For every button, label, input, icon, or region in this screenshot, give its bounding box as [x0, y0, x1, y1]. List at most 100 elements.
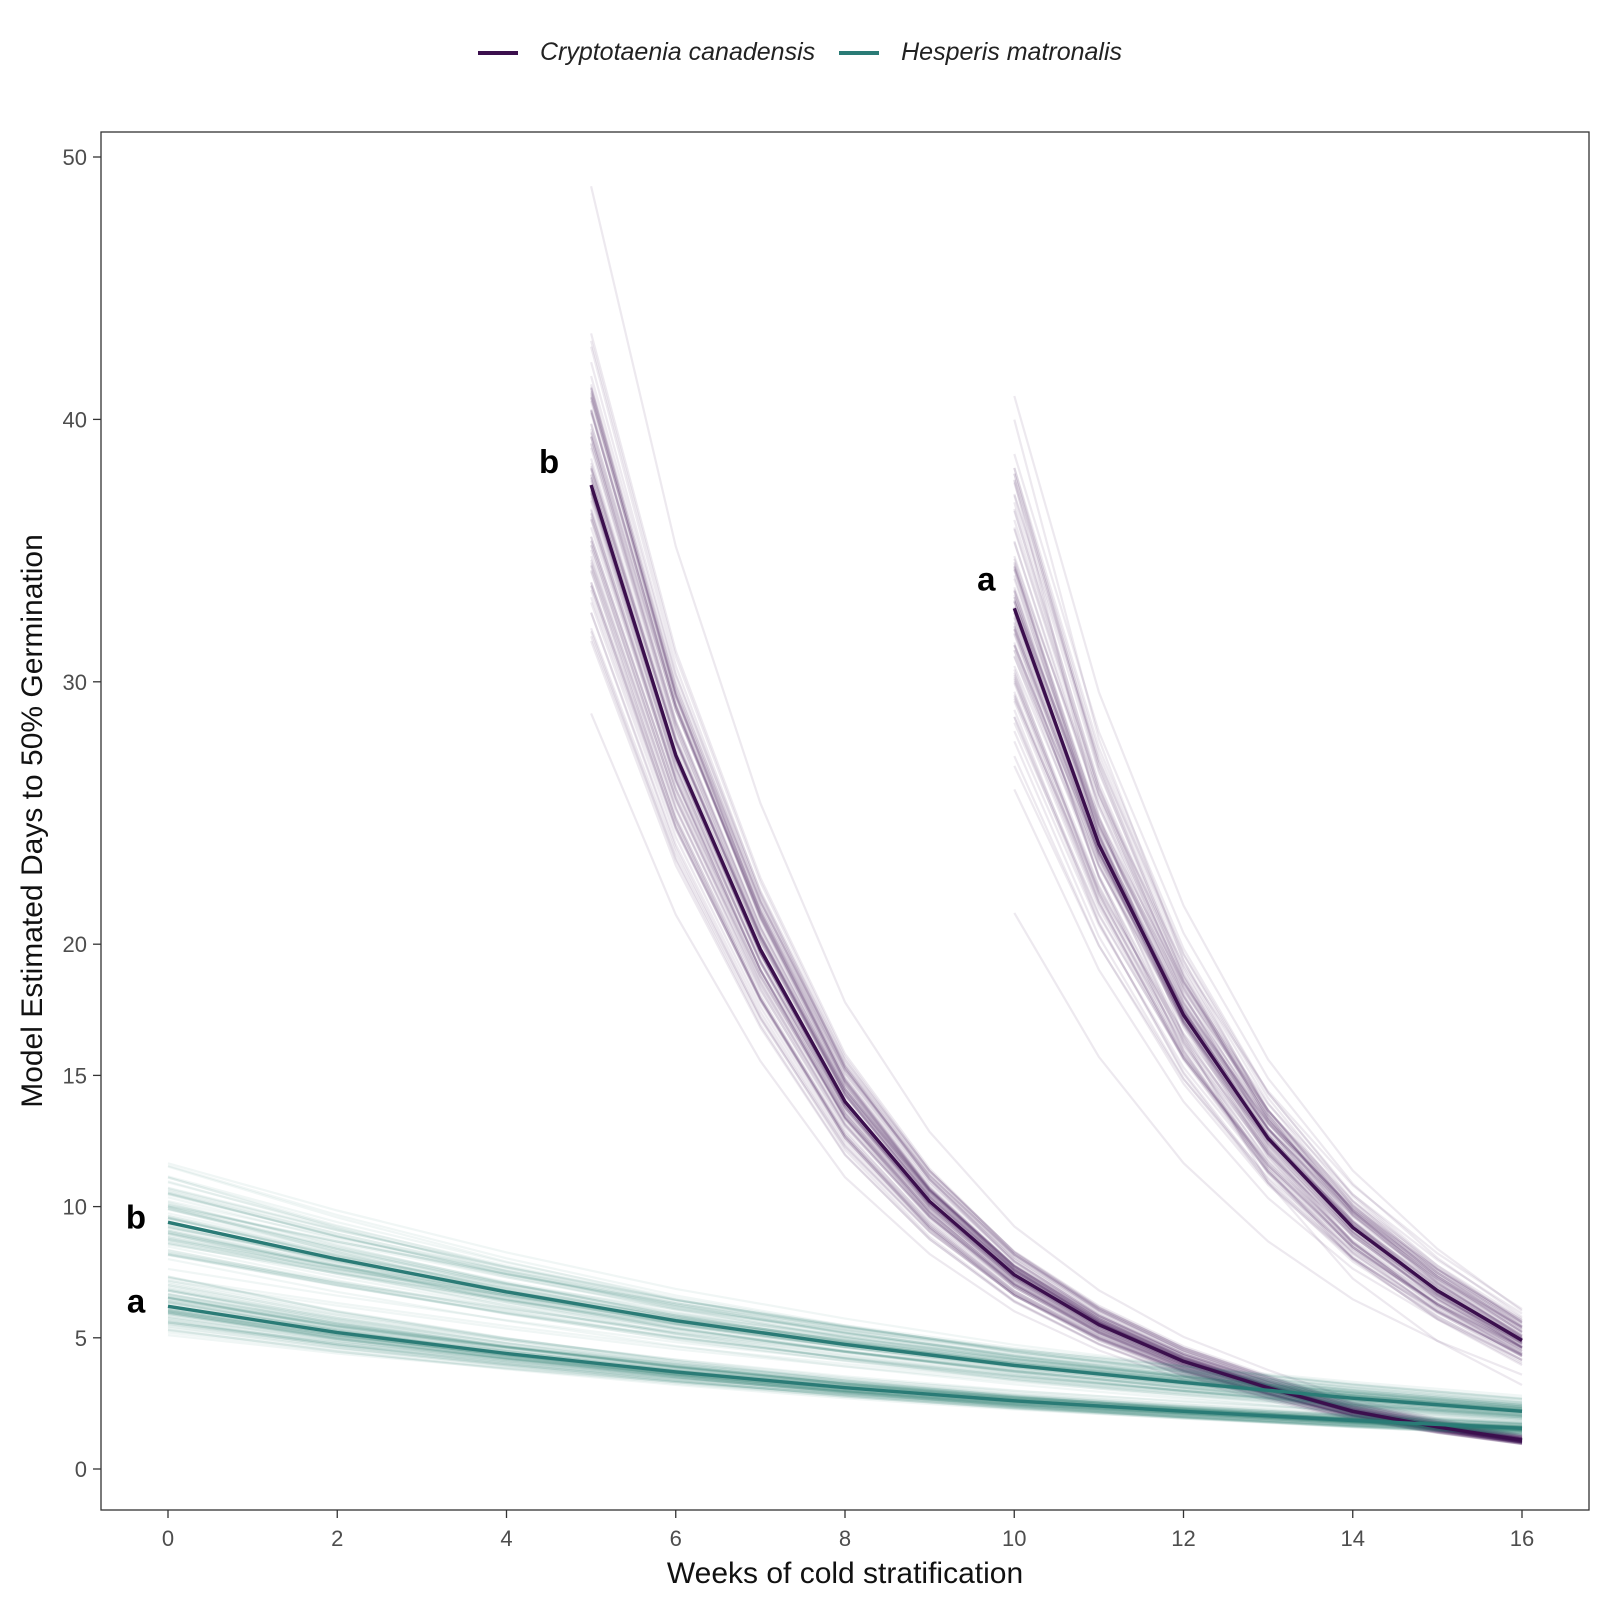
- posterior-draw-line: [1013, 586, 1523, 1323]
- posterior-draw-line: [1013, 575, 1523, 1356]
- posterior-draw-line: [167, 1310, 1523, 1432]
- posterior-draw-line: [167, 1230, 1523, 1417]
- series-mean-line: [167, 1220, 1523, 1413]
- posterior-draw-line: [1013, 453, 1523, 1318]
- plot-panel: [100, 131, 1590, 1511]
- posterior-draw-line: [167, 1181, 1523, 1407]
- posterior-draw-line: [167, 1316, 1523, 1432]
- posterior-draw-line: [167, 1203, 1523, 1403]
- posterior-draw-line: [167, 1241, 1523, 1401]
- posterior-draw-line: [590, 582, 1523, 1444]
- posterior-draw-line: [590, 516, 1523, 1444]
- group-letter-label: b: [126, 1198, 146, 1235]
- posterior-draw-line: [167, 1254, 1523, 1418]
- posterior-draw-line: [1013, 617, 1523, 1344]
- posterior-draw-line: [167, 1311, 1523, 1436]
- posterior-draw-line: [1013, 467, 1523, 1327]
- legend-item-hesperis: Hesperis matronalis: [839, 38, 1122, 67]
- posterior-draw-line: [167, 1279, 1523, 1419]
- posterior-draw-line: [590, 412, 1523, 1436]
- posterior-draw-line: [590, 612, 1523, 1444]
- posterior-draw-line: [1013, 528, 1523, 1338]
- posterior-draw-line: [1013, 632, 1523, 1330]
- posterior-draw-line: [167, 1299, 1523, 1426]
- posterior-draw-line: [167, 1318, 1523, 1434]
- posterior-draw-line: [167, 1205, 1523, 1401]
- group-letter-label: b: [539, 443, 559, 480]
- posterior-draw-line: [167, 1316, 1523, 1431]
- posterior-draw-line: [167, 1297, 1523, 1428]
- posterior-draw-line: [167, 1296, 1523, 1436]
- posterior-draw-line: [167, 1313, 1523, 1425]
- posterior-draw-line: [590, 384, 1523, 1440]
- posterior-draw-line: [1013, 510, 1523, 1338]
- posterior-draw-line: [167, 1237, 1523, 1419]
- posterior-draw-line: [590, 512, 1523, 1444]
- posterior-draw-line: [167, 1311, 1523, 1434]
- posterior-draw-line: [590, 585, 1523, 1444]
- posterior-draw-line: [167, 1287, 1523, 1429]
- posterior-draw-line: [167, 1212, 1523, 1408]
- posterior-draw-line: [167, 1196, 1523, 1411]
- posterior-draw-line: [167, 1296, 1523, 1435]
- posterior-draw-line: [590, 375, 1523, 1438]
- x-tick-label: 10: [1002, 1526, 1026, 1551]
- posterior-draw-line: [167, 1245, 1523, 1420]
- posterior-draw-line: [167, 1290, 1523, 1426]
- posterior-draw-line: [167, 1191, 1523, 1412]
- posterior-draw-line: [590, 465, 1523, 1440]
- posterior-draw-line: [167, 1298, 1523, 1426]
- posterior-draw-line: [167, 1296, 1523, 1428]
- posterior-draw-line: [167, 1279, 1523, 1428]
- posterior-draw-line: [590, 423, 1523, 1440]
- posterior-draw-line: [590, 333, 1523, 1440]
- y-axis: 0 5 10 15 20 30 40 50: [63, 145, 101, 1482]
- posterior-draw-line: [167, 1248, 1523, 1422]
- posterior-draw-line: [590, 509, 1523, 1445]
- posterior-draw-line: [167, 1309, 1523, 1434]
- posterior-draw-line: [167, 1311, 1523, 1433]
- posterior-draw-line: [167, 1308, 1523, 1431]
- posterior-draw-line: [167, 1217, 1523, 1410]
- posterior-draw-line: [590, 519, 1523, 1443]
- posterior-draw-line: [167, 1328, 1523, 1433]
- posterior-draw-line: [167, 1295, 1523, 1428]
- posterior-draw-line: [1013, 609, 1523, 1348]
- posterior-draw-line: [167, 1192, 1523, 1409]
- y-tick-label: 20: [63, 932, 87, 957]
- posterior-draw-line: [1013, 612, 1523, 1344]
- posterior-draw-line: [167, 1187, 1523, 1405]
- posterior-draw-line: [1013, 508, 1523, 1352]
- posterior-draw-line: [167, 1188, 1523, 1404]
- posterior-draw-line: [1013, 644, 1523, 1328]
- posterior-draw-line: [167, 1237, 1523, 1399]
- posterior-draw-line: [1013, 695, 1523, 1349]
- y-tick-label: 30: [63, 670, 87, 695]
- posterior-draw-line: [590, 467, 1523, 1439]
- posterior-draw-line: [167, 1311, 1523, 1432]
- posterior-draw-line: [167, 1267, 1523, 1417]
- posterior-draw-line: [1013, 730, 1523, 1349]
- posterior-draw-line: [590, 602, 1523, 1444]
- posterior-draw-line: [167, 1207, 1523, 1409]
- posterior-draw-line: [167, 1192, 1523, 1410]
- posterior-draw-line: [1013, 566, 1523, 1356]
- y-tick-label: 50: [63, 145, 87, 170]
- x-tick-label: 4: [500, 1526, 512, 1551]
- posterior-draw-line: [1013, 482, 1523, 1338]
- posterior-draw-line: [590, 635, 1523, 1443]
- group-letter-label: a: [127, 1282, 146, 1319]
- posterior-draw-line: [167, 1214, 1523, 1408]
- posterior-draw-line: [590, 474, 1523, 1439]
- legend-swatch-cryptotaenia: [477, 50, 518, 55]
- posterior-draw-line: [1013, 642, 1523, 1355]
- posterior-draw-line: [590, 467, 1523, 1440]
- x-axis-title: Weeks of cold stratification: [667, 1557, 1023, 1590]
- posterior-draw-line: [1013, 625, 1523, 1345]
- posterior-draw-line: [590, 508, 1523, 1439]
- posterior-draw-line: [167, 1323, 1523, 1434]
- posterior-draw-line: [1013, 519, 1523, 1339]
- posterior-draw-line: [1013, 621, 1523, 1344]
- posterior-draw-line: [1013, 633, 1523, 1363]
- posterior-draw-line: [167, 1319, 1523, 1432]
